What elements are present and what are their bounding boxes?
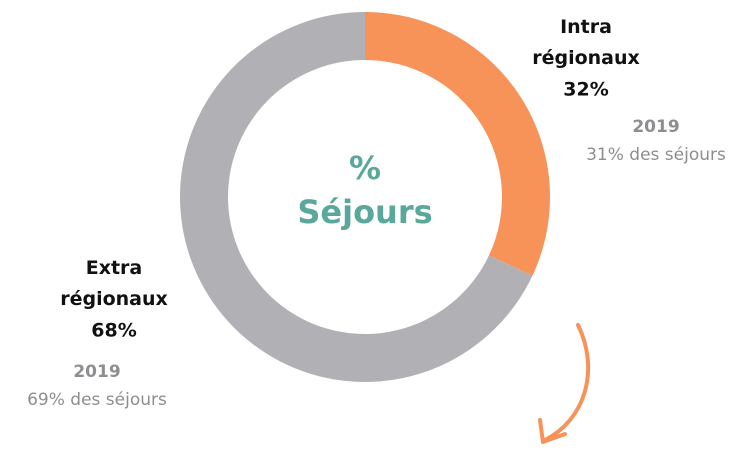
slice-label: Intra régionaux: [532, 16, 640, 69]
annotation-year: 2019: [632, 117, 679, 137]
arrow-head: [538, 418, 567, 444]
annotation-text: 31% des séjours: [586, 145, 726, 165]
arrow: [543, 323, 591, 442]
donut-slice: [365, 12, 550, 276]
value-label: 68%: [91, 320, 136, 342]
annotation-year: 2019: [73, 362, 120, 382]
center-label: % Séjours: [297, 149, 432, 231]
annotation-text: 69% des séjours: [27, 390, 167, 410]
value-label: 32%: [563, 79, 608, 101]
slice-label: Extra régionaux: [60, 257, 168, 310]
